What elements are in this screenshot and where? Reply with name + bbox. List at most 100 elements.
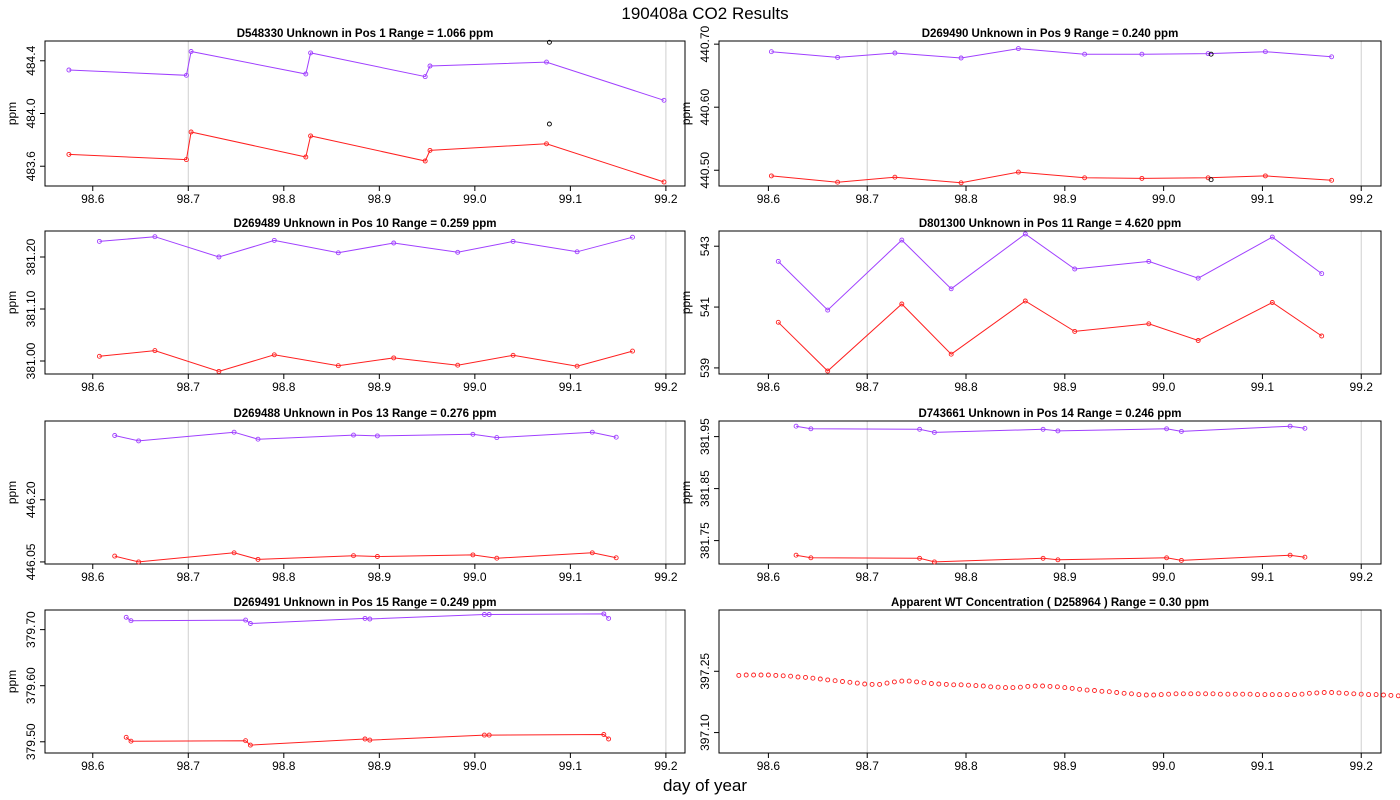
y-tick-label: 381.00: [24, 342, 38, 379]
data-point: [1329, 690, 1335, 695]
data-point: [840, 679, 845, 684]
y-tick-label: 440.70: [698, 25, 712, 62]
data-point: [1208, 51, 1214, 57]
data-point: [123, 734, 129, 740]
chart-panel-4: D801300 Unknown in Pos 11 Range = 4.620 …: [679, 218, 1382, 394]
data-point: [367, 737, 373, 743]
data-point: [613, 555, 619, 561]
data-point: [96, 353, 102, 359]
data-point: [255, 556, 261, 562]
data-point: [1210, 691, 1216, 697]
data-point: [123, 614, 129, 620]
data-point: [1314, 690, 1320, 696]
data-point: [422, 158, 428, 164]
page-title: 190408a CO2 Results: [621, 4, 788, 23]
data-point: [1351, 691, 1357, 697]
data-point: [544, 141, 549, 147]
x-tick-label: 98.8: [272, 570, 296, 584]
y-axis-label: ppm: [679, 291, 693, 314]
data-point: [1146, 321, 1152, 327]
x-tick-label: 99.0: [463, 192, 487, 206]
data-point: [589, 429, 595, 435]
x-tick-label: 98.9: [368, 380, 392, 394]
y-tick-label: 446.05: [24, 543, 38, 580]
chart-panel-2: D269490 Unknown in Pos 9 Range = 0.240 p…: [679, 25, 1382, 206]
x-tick-label: 99.0: [1152, 759, 1176, 773]
x-tick-label: 98.8: [272, 759, 296, 773]
data-point: [1055, 428, 1061, 434]
x-tick-label: 99.2: [654, 759, 678, 773]
data-point: [891, 679, 897, 685]
data-point: [1072, 328, 1078, 334]
x-tick-label: 98.6: [757, 570, 781, 584]
data-point: [1329, 54, 1335, 60]
data-point: [391, 240, 397, 246]
plot-frame: [718, 230, 1382, 375]
data-point: [231, 429, 237, 435]
data-point: [589, 550, 595, 556]
data-point: [243, 617, 249, 623]
data-point: [367, 616, 373, 622]
data-point: [1015, 46, 1021, 52]
data-point: [768, 49, 774, 55]
data-point: [1319, 333, 1325, 339]
data-point: [1146, 258, 1152, 264]
chart-panel-3: D269489 Unknown in Pos 10 Range = 0.259 …: [5, 218, 686, 394]
x-tick-label: 98.8: [954, 380, 978, 394]
data-point: [1299, 691, 1305, 697]
x-tick-label: 98.9: [368, 570, 392, 584]
data-point: [906, 678, 912, 684]
data-point: [1321, 690, 1327, 695]
data-point: [817, 676, 823, 682]
x-tick-label: 98.7: [856, 380, 880, 394]
y-tick-label: 440.60: [698, 89, 712, 126]
data-point: [1003, 685, 1008, 691]
data-point: [546, 121, 552, 127]
x-tick-label: 99.0: [1152, 380, 1176, 394]
x-tick-label: 99.2: [1350, 380, 1374, 394]
chart-panel-7: D269491 Unknown in Pos 15 Range = 0.249 …: [5, 597, 686, 773]
data-point: [1164, 555, 1170, 561]
x-tick-label: 98.7: [177, 570, 201, 584]
data-point: [1032, 683, 1038, 689]
chart-title: D743661 Unknown in Pos 14 Range = 0.246 …: [918, 408, 1181, 420]
x-tick-label: 98.7: [177, 759, 201, 773]
data-point: [751, 672, 757, 678]
data-point: [1269, 692, 1275, 698]
data-point: [422, 74, 428, 80]
data-point: [1047, 683, 1053, 689]
data-point: [780, 673, 786, 679]
data-point: [481, 612, 487, 617]
data-point: [1022, 298, 1028, 304]
data-point: [793, 552, 799, 558]
y-tick-label: 483.6: [24, 151, 38, 181]
data-point: [66, 67, 72, 73]
series-line: [771, 171, 1332, 184]
x-tick-label: 99.1: [1251, 759, 1275, 773]
data-point: [1388, 692, 1394, 698]
data-point: [427, 147, 433, 153]
plot-frame: [718, 609, 1382, 754]
data-point: [928, 681, 934, 686]
data-point: [884, 680, 890, 686]
data-point: [921, 680, 927, 686]
data-point: [825, 368, 831, 374]
y-tick-label: 381.20: [24, 238, 38, 275]
data-point: [958, 55, 964, 61]
x-tick-label: 98.6: [757, 380, 781, 394]
y-tick-label: 397.10: [698, 714, 712, 751]
data-point: [808, 555, 814, 561]
data-point: [1277, 692, 1283, 698]
x-tick-label: 98.9: [1053, 380, 1077, 394]
data-point: [980, 683, 986, 689]
y-axis-label: ppm: [5, 102, 19, 125]
data-point: [152, 234, 158, 240]
data-point: [303, 71, 309, 77]
series-line: [777, 233, 1322, 311]
data-point: [66, 151, 72, 157]
data-point: [1022, 231, 1028, 237]
data-point: [630, 348, 635, 354]
data-point: [914, 679, 920, 685]
data-point: [1114, 690, 1120, 695]
y-axis-label: ppm: [5, 670, 19, 693]
